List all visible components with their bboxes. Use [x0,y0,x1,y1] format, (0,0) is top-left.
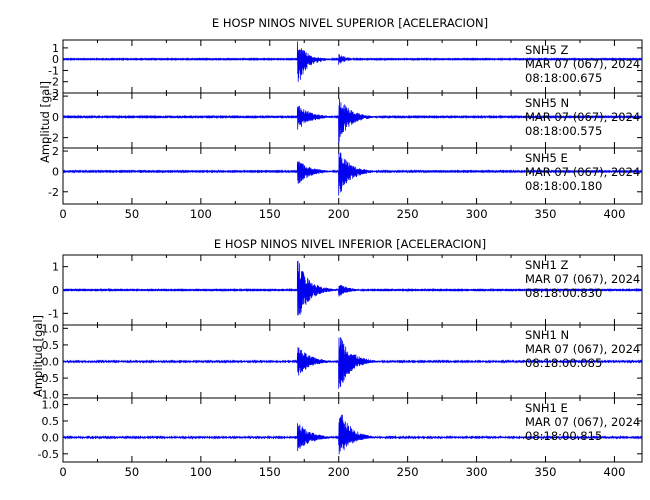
x-tick-label: 350 [535,207,557,221]
y-tick-label: -0.5 [38,372,59,385]
y-tick-label: -3 [48,87,59,100]
date-label: MAR 07 (067), 2024 [525,272,640,286]
date-label: MAR 07 (067), 2024 [525,110,640,124]
y-tick-label: -1 [48,64,59,77]
time-label: 08:18:00.675 [525,71,602,85]
y-tick-label: 2 [52,145,59,158]
waveform-line [62,414,643,455]
time-label: 08:18:00.815 [525,429,602,443]
y-tick-label: 0 [52,53,59,66]
y-tick-label: 0 [52,111,59,124]
x-tick-label: 300 [466,207,488,221]
chart-title: E HOSP NINOS NIVEL SUPERIOR [ACELERACION… [212,16,488,30]
waveform-line [62,98,643,144]
date-label: MAR 07 (067), 2024 [525,57,640,71]
x-tick-label: 50 [125,465,140,479]
x-tick-label: 400 [603,207,625,221]
y-tick-label: 0.0 [42,431,60,444]
station-label: SNH1 N [525,328,569,342]
panel-frame [62,397,643,463]
y-tick-label: -2 [48,76,59,89]
y-tick-label: 1.0 [42,399,60,412]
y-tick-label: 0.5 [42,339,60,352]
x-tick-label: 250 [397,465,419,479]
waveform-line [62,152,643,196]
waveform-line [62,337,643,389]
x-tick-label: 150 [259,465,281,479]
y-tick-label: 2 [52,90,59,103]
time-label: 08:18:00.830 [525,286,602,300]
date-label: MAR 07 (067), 2024 [525,165,640,179]
x-tick-label: 100 [190,207,212,221]
station-label: SNH5 Z [525,43,569,57]
y-tick-label: -1 [48,307,59,320]
x-tick-label: 0 [59,465,66,479]
waveform-line [62,260,643,316]
station-label: SNH1 E [525,401,568,415]
x-tick-label: 350 [535,465,557,479]
date-label: MAR 07 (067), 2024 [525,415,640,429]
y-tick-label: -1.0 [38,389,59,402]
date-label: MAR 07 (067), 2024 [525,342,640,356]
x-tick-label: 100 [190,465,212,479]
y-axis-label: Amplitud [gal] [38,81,52,163]
y-axis-label: Amplitud [gal] [31,315,45,397]
y-tick-label: 0 [52,284,59,297]
x-tick-label: 200 [328,465,350,479]
station-label: SNH1 Z [525,258,569,272]
y-tick-label: 1 [52,42,59,55]
x-tick-label: 50 [125,207,140,221]
x-tick-label: 200 [328,207,350,221]
time-label: 08:18:00.575 [525,124,602,138]
x-tick-label: 0 [59,207,66,221]
chart-title: E HOSP NINOS NIVEL INFERIOR [ACELERACION… [214,237,486,251]
x-tick-label: 250 [397,207,419,221]
y-tick-label: -2 [48,132,59,145]
y-tick-label: -0.5 [38,448,59,461]
station-label: SNH5 N [525,96,569,110]
station-label: SNH5 E [525,151,568,165]
y-tick-label: 0 [52,165,59,178]
panel-frame [62,147,643,205]
chart-nivel-inferior: E HOSP NINOS NIVEL INFERIOR [ACELERACION… [31,237,643,479]
time-label: 08:18:00.085 [525,356,602,370]
x-tick-label: 400 [603,465,625,479]
x-tick-label: 300 [466,465,488,479]
x-tick-label: 150 [259,207,281,221]
y-tick-label: 1 [52,261,59,274]
y-tick-label: 0.5 [42,415,60,428]
y-tick-label: 1.0 [42,322,60,335]
waveform-line [62,41,643,82]
y-tick-label: 0.0 [42,356,60,369]
chart-nivel-superior: E HOSP NINOS NIVEL SUPERIOR [ACELERACION… [38,16,643,221]
time-label: 08:18:00.180 [525,179,602,193]
y-tick-label: -2 [48,186,59,199]
